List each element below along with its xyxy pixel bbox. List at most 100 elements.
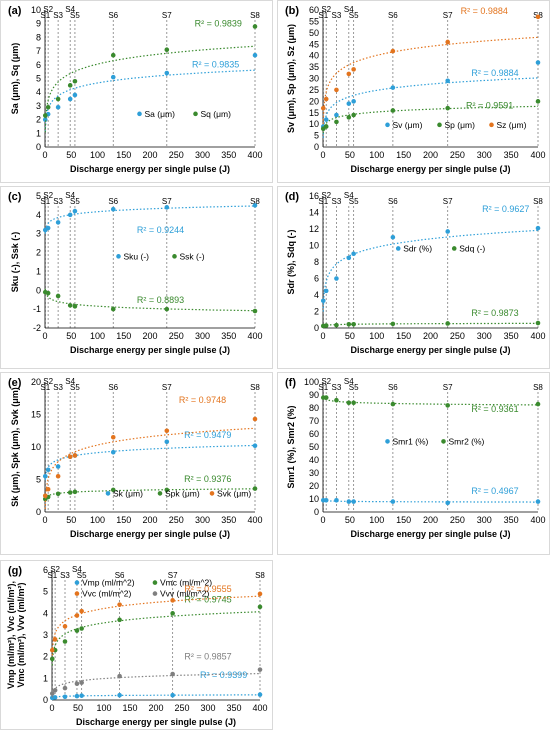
y-tick-label: 8 xyxy=(36,32,41,42)
data-point xyxy=(67,303,73,308)
data-point xyxy=(257,667,263,672)
y-tick-label: 15 xyxy=(31,410,41,420)
x-tick-label: 400 xyxy=(530,150,545,160)
r2-label: R² = 0.9591 xyxy=(466,101,513,111)
x-tick-label: 50 xyxy=(73,703,83,713)
chart-panel-6: (f)S1S2S3S4S5S6S7S8050100150200250300350… xyxy=(277,372,550,555)
data-point xyxy=(55,293,61,299)
data-point xyxy=(62,685,68,691)
data-point xyxy=(74,693,80,699)
data-point xyxy=(320,298,326,304)
y-tick-label: 4 xyxy=(36,87,41,97)
r2-label: R² = 0.9835 xyxy=(192,60,239,70)
sample-label: S3 xyxy=(332,11,342,20)
legend-entry: Sa (μm) xyxy=(145,109,176,119)
data-point xyxy=(445,500,451,506)
r2-label: R² = 0.9376 xyxy=(184,474,231,484)
x-tick-label: 150 xyxy=(396,515,411,525)
sample-label: S8 xyxy=(533,383,543,392)
data-point xyxy=(346,115,352,120)
data-point xyxy=(334,498,339,503)
x-tick-label: 100 xyxy=(90,331,105,341)
data-point xyxy=(346,499,352,504)
data-point xyxy=(445,78,451,84)
y-tick-label: 40 xyxy=(309,455,319,465)
y-tick-label: 4 xyxy=(43,608,48,618)
y-tick-label: 0 xyxy=(314,507,319,517)
x-tick-label: 0 xyxy=(42,150,47,160)
panel-label: (d) xyxy=(285,191,299,203)
data-point xyxy=(79,680,84,685)
y-tick-label: 100 xyxy=(304,377,319,387)
y-axis-title: Vmp (ml/m²), Vvc (ml/m²),Vmc (ml/m²), Vv… xyxy=(6,581,26,689)
chart-panel-3: (c)S1S2S3S4S5S6S7S8050100150200250300350… xyxy=(0,186,273,369)
sample-label: S3 xyxy=(332,197,342,206)
x-tick-label: 0 xyxy=(42,331,47,341)
data-point xyxy=(72,304,78,309)
trendline xyxy=(322,229,539,312)
y-tick-label: 6 xyxy=(43,565,48,575)
data-point xyxy=(72,208,78,214)
data-point xyxy=(72,92,78,98)
trendline xyxy=(44,444,256,481)
y-tick-label: 6 xyxy=(314,274,319,284)
legend-entry: Sdr (%) xyxy=(403,243,432,253)
y-axis-title: Sv (μm), Sp (μm), Sz (μm) xyxy=(286,24,296,133)
data-point xyxy=(323,498,329,503)
data-point xyxy=(535,225,541,231)
x-tick-label: 300 xyxy=(477,331,492,341)
x-tick-label: 300 xyxy=(195,331,210,341)
x-tick-label: 150 xyxy=(122,703,137,713)
y-tick-label: 35 xyxy=(309,62,319,72)
r2-label: R² = 0.9873 xyxy=(471,308,518,318)
x-tick-label: 300 xyxy=(477,150,492,160)
data-point xyxy=(252,24,258,29)
y-tick-label: 0 xyxy=(314,142,319,152)
legend-marker xyxy=(157,491,163,496)
y-tick-label: 0 xyxy=(43,695,48,705)
data-point xyxy=(62,639,68,644)
sample-label: S4 xyxy=(65,191,75,200)
sample-label: S2 xyxy=(43,191,53,200)
x-tick-label: 0 xyxy=(320,331,325,341)
y-tick-label: 10 xyxy=(31,5,41,15)
r2-label: R² = 0.9627 xyxy=(482,204,529,214)
sample-label: S4 xyxy=(65,377,75,386)
x-tick-label: 100 xyxy=(369,150,384,160)
panel-label: (g) xyxy=(8,565,22,577)
sample-label: S5 xyxy=(70,197,80,206)
x-tick-label: 0 xyxy=(320,515,325,525)
legend-marker xyxy=(172,254,177,259)
sample-label: S4 xyxy=(65,5,75,14)
data-point xyxy=(55,491,61,497)
r2-label: R² = 0.9399 xyxy=(200,670,247,680)
data-point xyxy=(257,692,263,697)
data-point xyxy=(320,105,326,111)
legend-marker xyxy=(385,122,390,128)
sample-label: S7 xyxy=(162,11,172,20)
r2-label: R² = 0.9857 xyxy=(184,652,231,662)
y-tick-label: 10 xyxy=(309,241,319,251)
y-tick-label: 55 xyxy=(309,16,319,26)
sample-label: S8 xyxy=(250,383,260,392)
data-point xyxy=(117,602,122,607)
legend-entry: Sku (-) xyxy=(124,251,150,261)
trendline xyxy=(44,69,256,132)
data-point xyxy=(351,67,356,72)
data-point xyxy=(535,99,541,104)
sample-label: S2 xyxy=(321,377,331,386)
sample-label: S4 xyxy=(72,565,82,574)
sample-label: S8 xyxy=(533,197,543,206)
data-point xyxy=(390,401,396,407)
y-tick-label: 25 xyxy=(309,85,319,95)
sample-label: S7 xyxy=(443,197,453,206)
data-point xyxy=(257,604,263,610)
sample-label: S7 xyxy=(443,11,453,20)
x-tick-label: 150 xyxy=(116,331,131,341)
x-tick-label: 150 xyxy=(116,515,131,525)
sample-label: S3 xyxy=(53,383,63,392)
sample-label: S4 xyxy=(344,377,354,386)
sample-label: S4 xyxy=(344,5,354,14)
y-tick-label: 1 xyxy=(36,266,41,276)
